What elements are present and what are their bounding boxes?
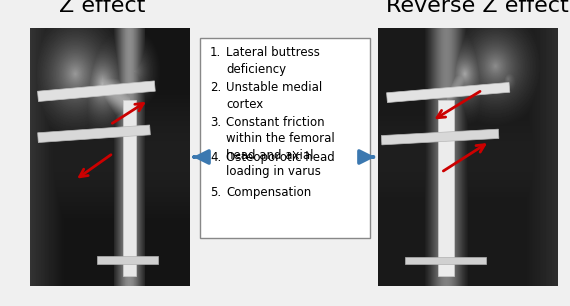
FancyArrow shape (405, 257, 486, 264)
FancyBboxPatch shape (200, 38, 370, 238)
Bar (123, 100, 136, 276)
Text: 5.: 5. (210, 186, 221, 199)
Bar (438, 100, 454, 276)
FancyArrow shape (38, 81, 155, 102)
Text: Constant friction
within the femoral
head and axial
loading in varus: Constant friction within the femoral hea… (226, 116, 335, 178)
Text: Lateral buttress
deficiency: Lateral buttress deficiency (226, 46, 320, 76)
FancyArrow shape (381, 129, 499, 145)
Text: Osteoporotic head: Osteoporotic head (226, 151, 335, 164)
Text: Reverse Z effect: Reverse Z effect (386, 0, 568, 16)
Text: 4.: 4. (210, 151, 221, 164)
Text: Z effect: Z effect (59, 0, 145, 16)
Text: 1.: 1. (210, 46, 221, 59)
FancyArrow shape (97, 256, 158, 264)
Text: Compensation: Compensation (226, 186, 311, 199)
Text: Unstable medial
cortex: Unstable medial cortex (226, 81, 322, 110)
FancyArrow shape (386, 82, 510, 103)
FancyArrow shape (38, 125, 150, 143)
Text: 3.: 3. (210, 116, 221, 129)
Text: 2.: 2. (210, 81, 221, 94)
